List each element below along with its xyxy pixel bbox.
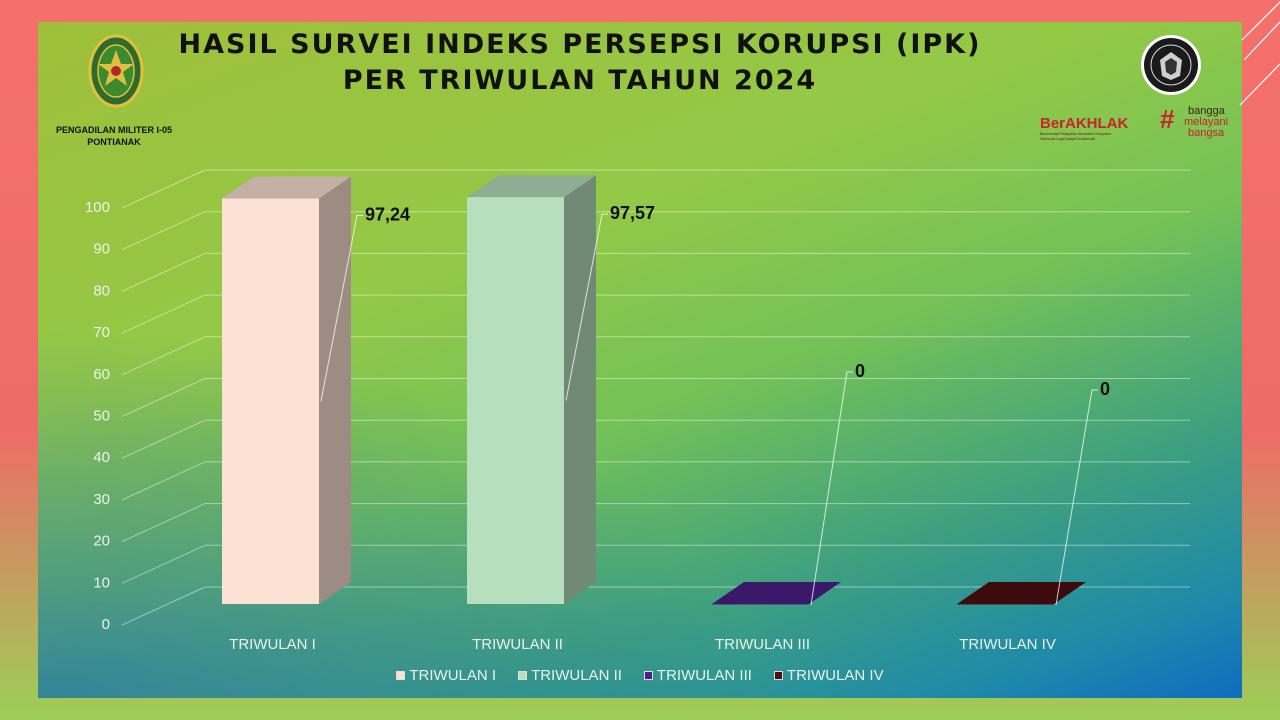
grid-line-diagonal	[121, 294, 206, 334]
legend-label: TRIWULAN IV	[786, 667, 884, 684]
y-tick-label: 70	[93, 324, 110, 341]
court-emblem-icon	[88, 34, 144, 108]
bar-side	[564, 175, 596, 604]
grid-line-diagonal	[121, 461, 206, 501]
tagline-3: bangsa	[1188, 127, 1225, 139]
legend-label: TRIWULAN I	[409, 667, 497, 684]
org-line-1: PENGADILAN MILITER I-05	[55, 125, 172, 135]
grid-line-diagonal	[121, 503, 206, 543]
chart-bars	[222, 175, 1086, 605]
data-label-leader	[565, 213, 608, 401]
x-tick-label: TRIWULAN III	[715, 636, 810, 653]
x-tick-label: TRIWULAN II	[472, 636, 563, 653]
y-tick-label: 80	[93, 282, 110, 299]
x-axis-labels: TRIWULAN I TRIWULAN II TRIWULAN III TRIWULA…	[229, 636, 1056, 653]
grid-line-diagonal	[121, 211, 206, 251]
y-tick-label: 60	[93, 366, 110, 383]
grid-line-diagonal	[121, 169, 206, 209]
legend-swatch	[396, 671, 406, 680]
grid-line-diagonal	[121, 252, 206, 292]
data-label: 0	[1100, 379, 1110, 399]
grid-line-diagonal	[121, 378, 206, 417]
corner-decoration	[1239, 1, 1280, 106]
legend-item: TRIWULAN II	[518, 667, 622, 684]
bar-top	[957, 582, 1086, 604]
kemenpan-seal-icon	[1141, 35, 1201, 95]
tagline-2: melayani	[1184, 116, 1228, 128]
organization-name: PENGADILAN MILITER I-05 PONTIANAK	[44, 124, 184, 148]
y-tick-label: 10	[93, 574, 110, 591]
grid-line-diagonal	[121, 544, 206, 584]
y-tick-label: 100	[85, 199, 110, 216]
grid-line-diagonal	[121, 586, 206, 626]
bar-front	[712, 604, 809, 605]
hashtag-icon: #	[1160, 104, 1175, 134]
y-axis-ticks: 0 10 20 30 40 50 60 70 80 90 100	[85, 199, 110, 633]
y-tick-label: 90	[93, 241, 110, 258]
legend-item: TRIWULAN III	[643, 667, 752, 684]
data-label-leader	[810, 371, 853, 606]
data-labels: 97,24 97,57 0 0	[320, 203, 1110, 606]
bar-top	[712, 582, 841, 604]
legend-item: TRIWULAN I	[396, 667, 496, 684]
data-label: 97,57	[610, 203, 655, 223]
data-label: 0	[855, 361, 865, 381]
chart-grid	[121, 169, 1190, 626]
bar-front	[467, 197, 564, 604]
tagline-1: bangga	[1188, 105, 1226, 117]
x-tick-label: TRIWULAN IV	[959, 636, 1056, 653]
grid-line-diagonal	[121, 419, 206, 459]
berakhlak-sub2: Harmonis Loyal Adaptif Kolaboratif	[1040, 137, 1095, 141]
chart-legend: TRIWULAN I TRIWULAN II TRIWULAN III TRIWULA…	[0, 667, 1280, 684]
legend-label: TRIWULAN III	[656, 667, 752, 684]
data-label-leader	[320, 215, 363, 402]
bar-front	[222, 198, 319, 604]
page-title-line-2: PER TRIWULAN TAHUN 2024	[342, 65, 818, 96]
legend-item: TRIWULAN IV	[773, 667, 884, 684]
bar-front	[957, 604, 1054, 605]
page-title-line-1: HASIL SURVEI INDEKS PERSEPSI KORUPSI (IP…	[178, 29, 982, 60]
berakhlak-sub1: Berorientasi Pelayanan Akuntabel Kompete…	[1040, 132, 1111, 136]
bar-top	[222, 176, 351, 199]
berakhlak-text: BerAKHLAK	[1040, 115, 1129, 132]
legend-swatch	[643, 671, 653, 680]
data-label-leader	[1055, 389, 1098, 606]
legend-swatch	[773, 671, 783, 680]
grid-line-diagonal	[121, 336, 206, 376]
legend-label: TRIWULAN II	[531, 667, 622, 684]
berakhlak-logo: BerAKHLAK Berorientasi Pelayanan Akuntab…	[1038, 102, 1238, 146]
data-label: 97,24	[365, 205, 410, 225]
legend-swatch	[518, 671, 528, 680]
bar-top	[467, 175, 596, 198]
y-tick-label: 30	[93, 491, 110, 508]
y-tick-label: 50	[93, 408, 110, 425]
bar-side	[319, 176, 351, 604]
y-tick-label: 40	[93, 449, 110, 466]
y-tick-label: 0	[102, 616, 110, 633]
org-line-2: PONTIANAK	[87, 137, 141, 147]
y-tick-label: 20	[93, 533, 110, 550]
x-tick-label: TRIWULAN I	[229, 636, 316, 653]
